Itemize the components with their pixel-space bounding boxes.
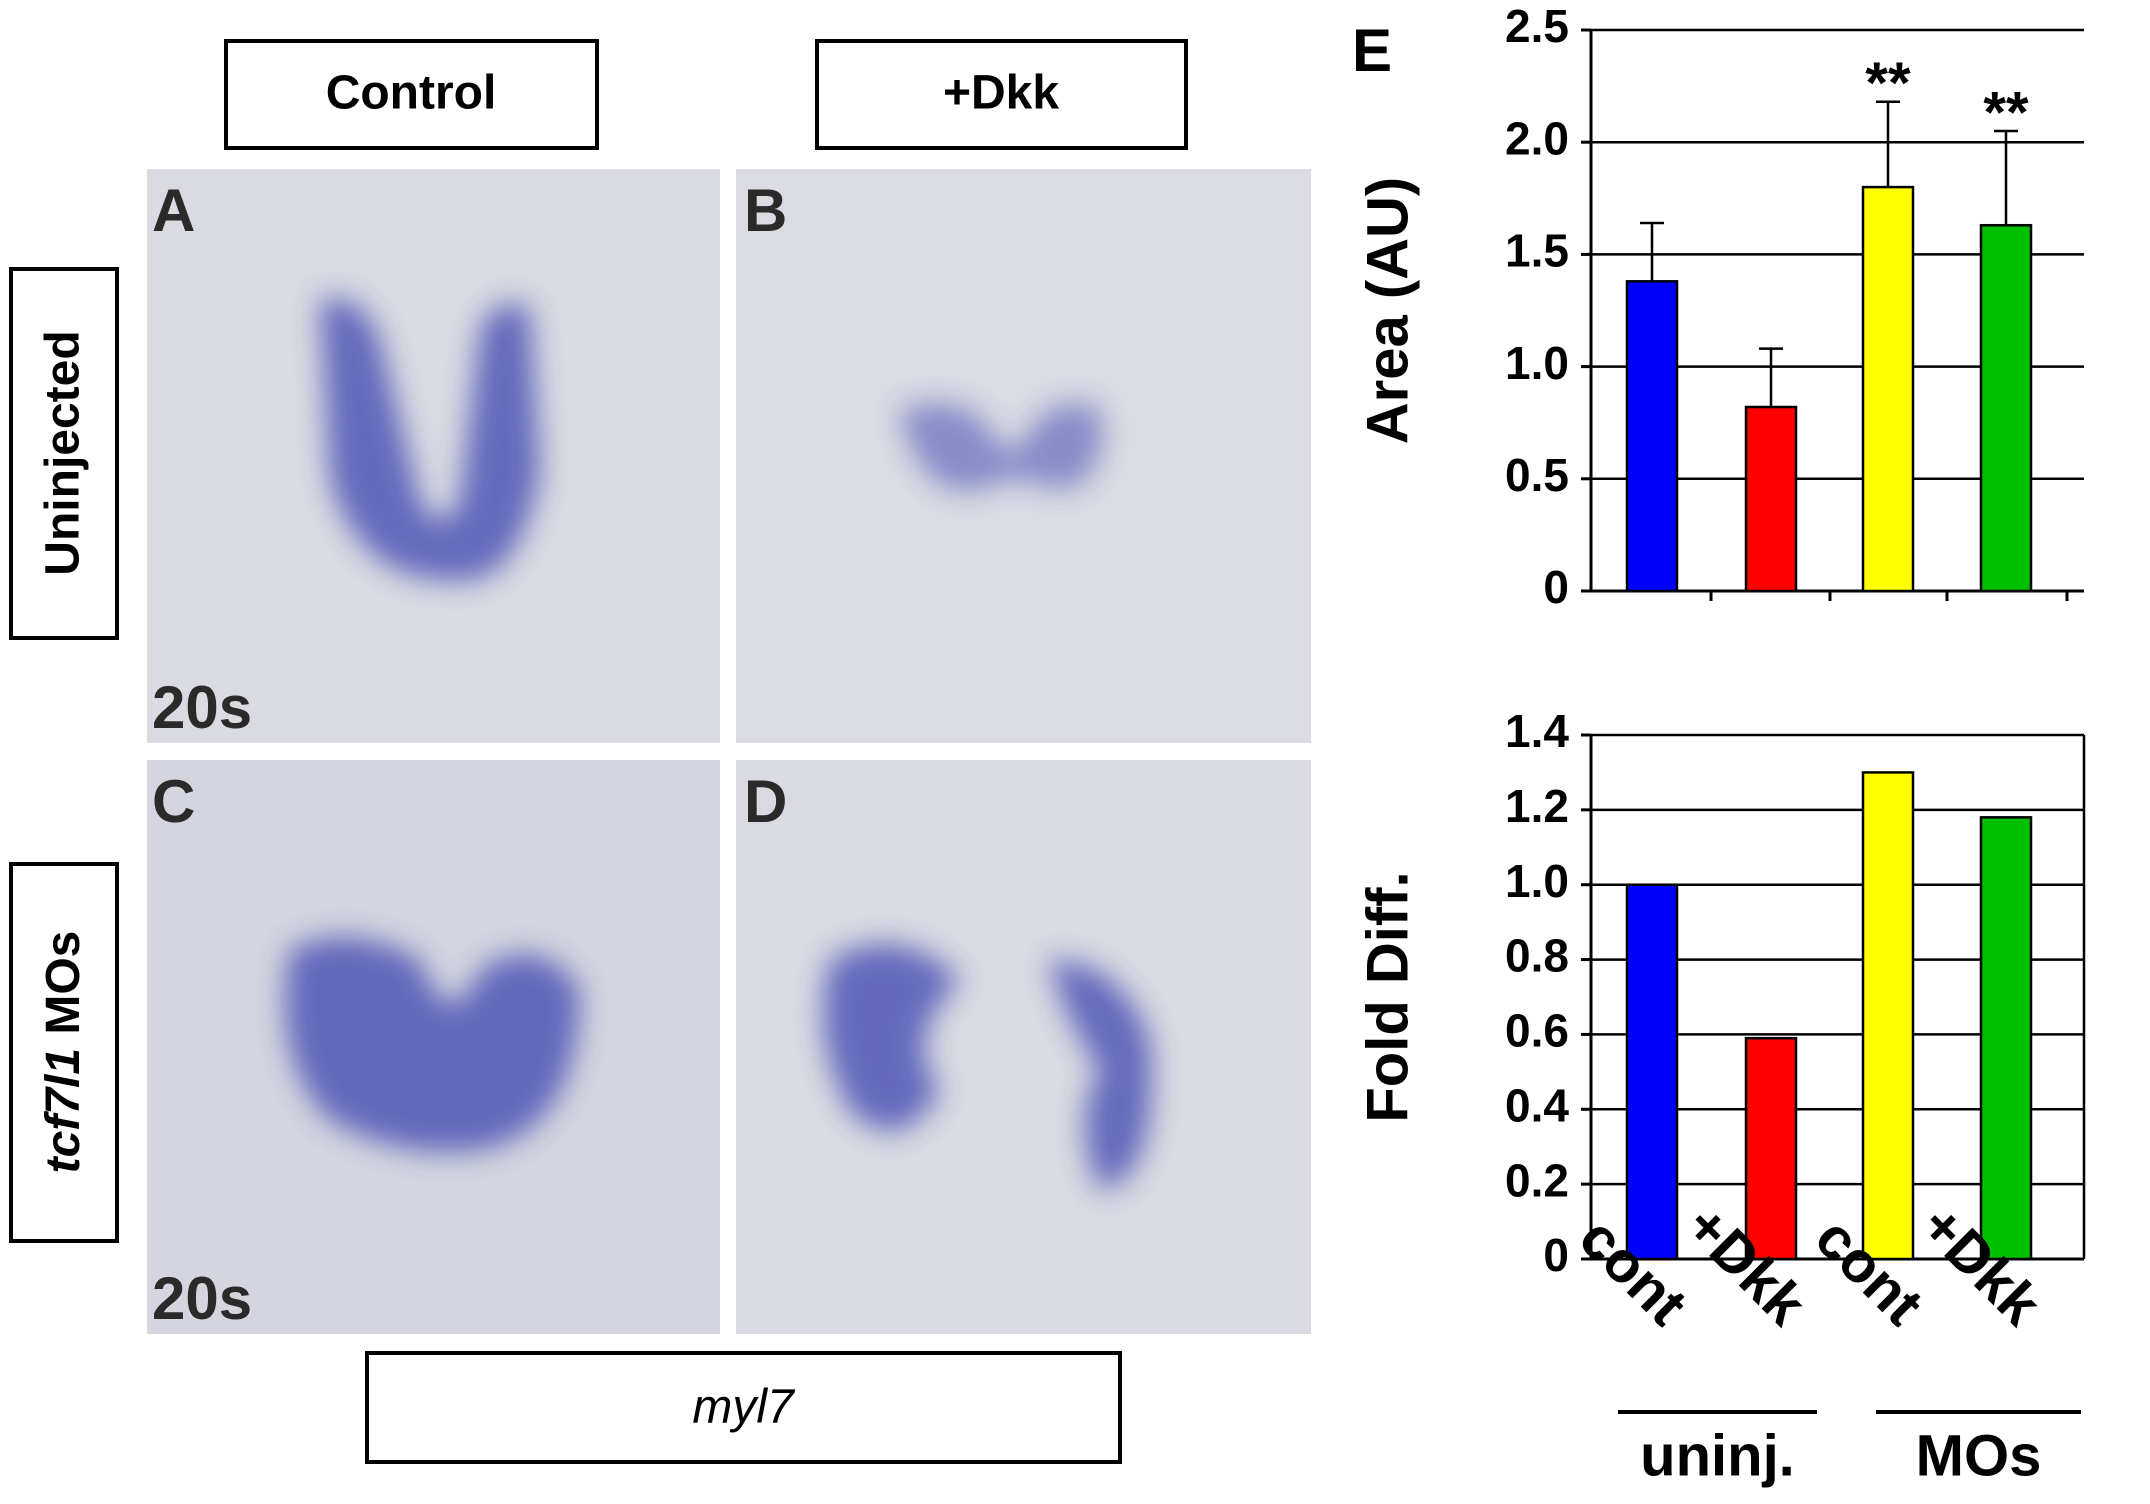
row-suffix: MOs (37, 931, 90, 1035)
panel-d-image (736, 760, 1311, 1334)
bar (1979, 223, 2033, 593)
group-label: MOs (1916, 1423, 2042, 1488)
panel-letter: C (152, 768, 195, 835)
bar (1625, 883, 1679, 1261)
bar (1625, 280, 1679, 593)
bar (1744, 405, 1798, 593)
y-tick-label: 0.5 (1505, 449, 1569, 501)
row-header-box (9, 267, 119, 640)
y-tick-label: 1.2 (1505, 780, 1569, 832)
y-tick-label: 2.0 (1505, 112, 1569, 164)
y-tick-label: 0.8 (1505, 930, 1569, 982)
stage-label: 20s (152, 674, 252, 741)
row-header-box (9, 862, 119, 1243)
stage-label: 20s (152, 1265, 252, 1332)
y-tick-label: 0.6 (1505, 1005, 1569, 1057)
row-header: tcf7l1 MOs (37, 931, 90, 1174)
y-axis-title: Fold Diff. (1355, 871, 1420, 1122)
y-tick-label: 0 (1543, 561, 1569, 613)
panel-letter: A (152, 177, 195, 244)
group-label: uninj. (1640, 1423, 1795, 1488)
column-header-box (224, 39, 599, 150)
y-tick-label: 1.0 (1505, 855, 1569, 907)
column-header-box (815, 39, 1188, 150)
gene-name: tcf7l1 (37, 1048, 90, 1173)
significance: ** (1983, 80, 2029, 145)
probe-box (365, 1351, 1122, 1464)
x-tick-label: cont (1567, 1205, 1700, 1338)
y-tick-label: 0.2 (1505, 1154, 1569, 1206)
bar (1744, 1036, 1798, 1261)
column-header: Control (326, 67, 497, 120)
y-axis-title: Area (AU) (1355, 177, 1420, 445)
micrographs (147, 169, 1311, 1334)
x-tick-label: cont (1803, 1205, 1936, 1338)
column-header: +Dkk (943, 67, 1059, 120)
panel-letter: E (1352, 17, 1392, 84)
panel-letter: B (744, 177, 787, 244)
y-tick-label: 0 (1543, 1229, 1569, 1281)
panel-letter: D (744, 768, 787, 835)
y-tick-label: 0.4 (1505, 1079, 1569, 1131)
probe-label: myl7 (692, 1381, 796, 1434)
bar (1979, 816, 2033, 1261)
y-tick-label: 1.4 (1505, 705, 1569, 757)
y-tick-label: 1.5 (1505, 225, 1569, 277)
y-tick-label: 2.5 (1505, 0, 1569, 52)
panel-a-image (147, 169, 720, 743)
bar (1861, 185, 1915, 593)
significance: ** (1865, 51, 1911, 116)
bar (1861, 771, 1915, 1261)
row-header: Uninjected (37, 330, 90, 575)
y-tick-label: 1.0 (1505, 337, 1569, 389)
